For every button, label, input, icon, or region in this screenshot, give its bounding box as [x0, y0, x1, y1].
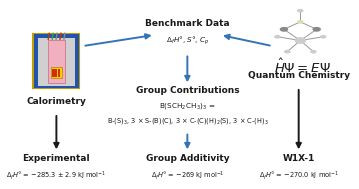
Circle shape [294, 37, 306, 44]
Circle shape [320, 35, 326, 39]
Circle shape [274, 35, 281, 39]
Text: Group Additivity: Group Additivity [145, 154, 229, 163]
Circle shape [284, 50, 290, 53]
FancyBboxPatch shape [58, 69, 60, 77]
Circle shape [297, 9, 304, 12]
Text: W1X-1: W1X-1 [283, 154, 315, 163]
Text: $\Delta_f H°$ = $-$270.0 kJ mol$^{-1}$: $\Delta_f H°$ = $-$270.0 kJ mol$^{-1}$ [259, 169, 339, 182]
FancyBboxPatch shape [33, 34, 79, 88]
Text: $\Delta_f H°$ = $-$269 kJ mol$^{-1}$: $\Delta_f H°$ = $-$269 kJ mol$^{-1}$ [150, 169, 224, 182]
FancyBboxPatch shape [55, 69, 57, 77]
Text: $\hat{H}\Psi = E\Psi$: $\hat{H}\Psi = E\Psi$ [274, 57, 330, 76]
FancyBboxPatch shape [38, 38, 75, 86]
Text: Benchmark Data: Benchmark Data [145, 19, 230, 28]
Circle shape [312, 27, 321, 32]
Circle shape [297, 20, 304, 24]
Text: $\Delta_f H°$, $S°$, $C_p$: $\Delta_f H°$, $S°$, $C_p$ [165, 34, 209, 47]
Text: $\Delta_f H°$ = $-$285.3 ± 2.9 kJ mol$^{-1}$: $\Delta_f H°$ = $-$285.3 ± 2.9 kJ mol$^{… [6, 169, 107, 182]
Text: Group Contributions: Group Contributions [136, 86, 239, 95]
FancyBboxPatch shape [48, 40, 65, 83]
Text: Calorimetry: Calorimetry [27, 98, 86, 106]
Text: Quantum Chemistry: Quantum Chemistry [248, 71, 350, 80]
Text: B-(S)$_3$, 3 $\times$ S-(B)(C), 3 $\times$ C-(C)(H)$_2$(S), 3 $\times$ C-(H)$_3$: B-(S)$_3$, 3 $\times$ S-(B)(C), 3 $\time… [107, 115, 268, 125]
Circle shape [280, 27, 288, 32]
FancyBboxPatch shape [52, 69, 55, 77]
FancyBboxPatch shape [35, 35, 78, 87]
FancyBboxPatch shape [51, 67, 62, 78]
Text: Experimental: Experimental [23, 154, 90, 163]
Text: B(SCH$_2$CH$_3$)$_3$ =: B(SCH$_2$CH$_3$)$_3$ = [159, 101, 215, 111]
Circle shape [310, 50, 317, 53]
